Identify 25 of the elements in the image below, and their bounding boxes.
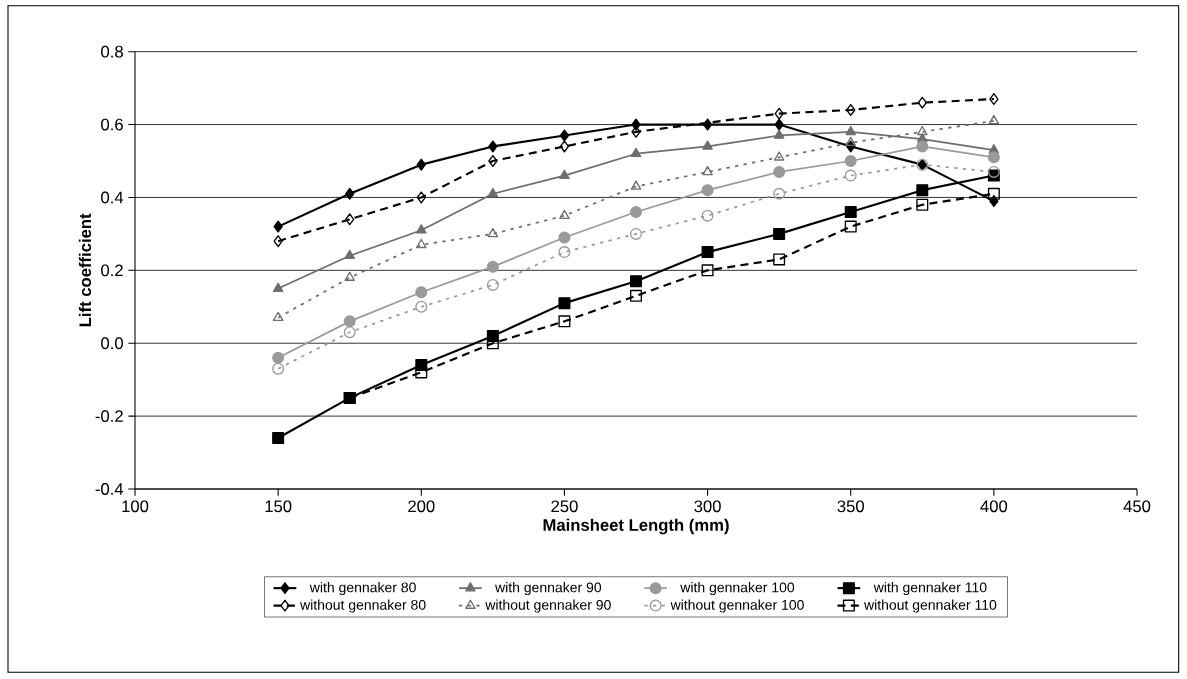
x-tick-label: 450 (1123, 500, 1151, 513)
y-tick-label: 0.4 (101, 191, 124, 204)
legend-label: with gennaker 90 (495, 582, 602, 596)
x-tick-label: 400 (980, 500, 1008, 513)
y-tick-label: -0.4 (95, 483, 124, 495)
y-tick-label: -0.2 (95, 410, 123, 423)
y-tick-label: 0.6 (101, 118, 123, 131)
x-tick-label: 300 (694, 500, 721, 513)
legend-label: without gennaker 100 (670, 599, 804, 613)
x-tick-label: 200 (408, 500, 435, 513)
y-axis-title: Lift coefficient (78, 213, 92, 327)
legend-label: without gennaker 90 (485, 599, 611, 613)
x-tick-label: 150 (265, 500, 292, 513)
y-tick-label: 0.0 (101, 337, 123, 350)
x-axis-title: Mainsheet Length (mm) (543, 518, 729, 535)
legend-label: without gennaker 80 (300, 599, 426, 613)
legend-label: with gennaker 100 (680, 582, 795, 596)
legend-label: with gennaker 80 (309, 582, 416, 596)
x-tick-label: 250 (551, 500, 578, 513)
x-tick-label: 100 (122, 500, 149, 513)
legend-label: with gennaker 110 (873, 582, 987, 596)
legend-label: without gennaker 110 (863, 599, 997, 613)
y-tick-label: 0.2 (101, 264, 123, 277)
x-tick-label: 350 (837, 500, 864, 513)
y-tick-label: 0.8 (101, 45, 123, 58)
